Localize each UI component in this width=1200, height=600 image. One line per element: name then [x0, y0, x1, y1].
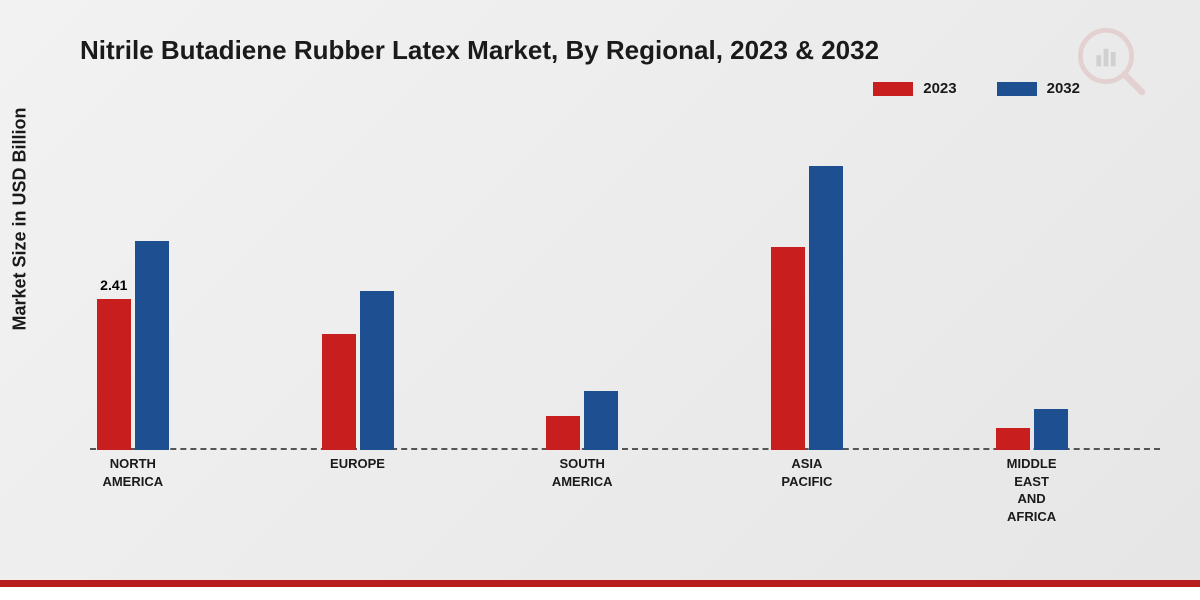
legend-label-2023: 2023: [923, 80, 956, 97]
bar-group: [747, 166, 867, 450]
legend-swatch-2032: [997, 82, 1037, 96]
y-axis-label: Market Size in USD Billion: [10, 107, 31, 330]
bar-group: 2.41: [73, 241, 193, 450]
bar: 2.41: [97, 299, 131, 450]
legend-item-2032: 2032: [997, 80, 1080, 97]
x-axis-category-label: ASIAPACIFIC: [747, 455, 867, 490]
bar: [809, 166, 843, 450]
bar: [996, 428, 1030, 450]
legend-label-2032: 2032: [1047, 80, 1080, 97]
chart-legend: 2023 2032: [873, 80, 1080, 97]
chart-title: Nitrile Butadiene Rubber Latex Market, B…: [80, 35, 1160, 66]
footer-accent-bar: [0, 580, 1200, 600]
chart-container: Nitrile Butadiene Rubber Latex Market, B…: [0, 0, 1200, 580]
x-axis-labels: NORTHAMERICAEUROPESOUTHAMERICAASIAPACIFI…: [90, 455, 1160, 540]
x-axis-category-label: EUROPE: [298, 455, 418, 473]
bar: [322, 334, 356, 450]
bar-value-label: 2.41: [100, 277, 127, 293]
legend-item-2023: 2023: [873, 80, 956, 97]
plot-area: 2.41: [90, 125, 1160, 450]
x-axis-category-label: NORTHAMERICA: [73, 455, 193, 490]
bar: [360, 291, 394, 450]
bar-group: [298, 291, 418, 450]
bar: [546, 416, 580, 450]
x-axis-category-label: MIDDLEEASTANDAFRICA: [972, 455, 1092, 525]
bar: [584, 391, 618, 450]
bar: [135, 241, 169, 450]
bar: [771, 247, 805, 450]
bar-group: [522, 391, 642, 450]
x-axis-category-label: SOUTHAMERICA: [522, 455, 642, 490]
bar: [1034, 409, 1068, 450]
legend-swatch-2023: [873, 82, 913, 96]
watermark-logo: [1070, 20, 1150, 105]
bar-group: [972, 409, 1092, 450]
